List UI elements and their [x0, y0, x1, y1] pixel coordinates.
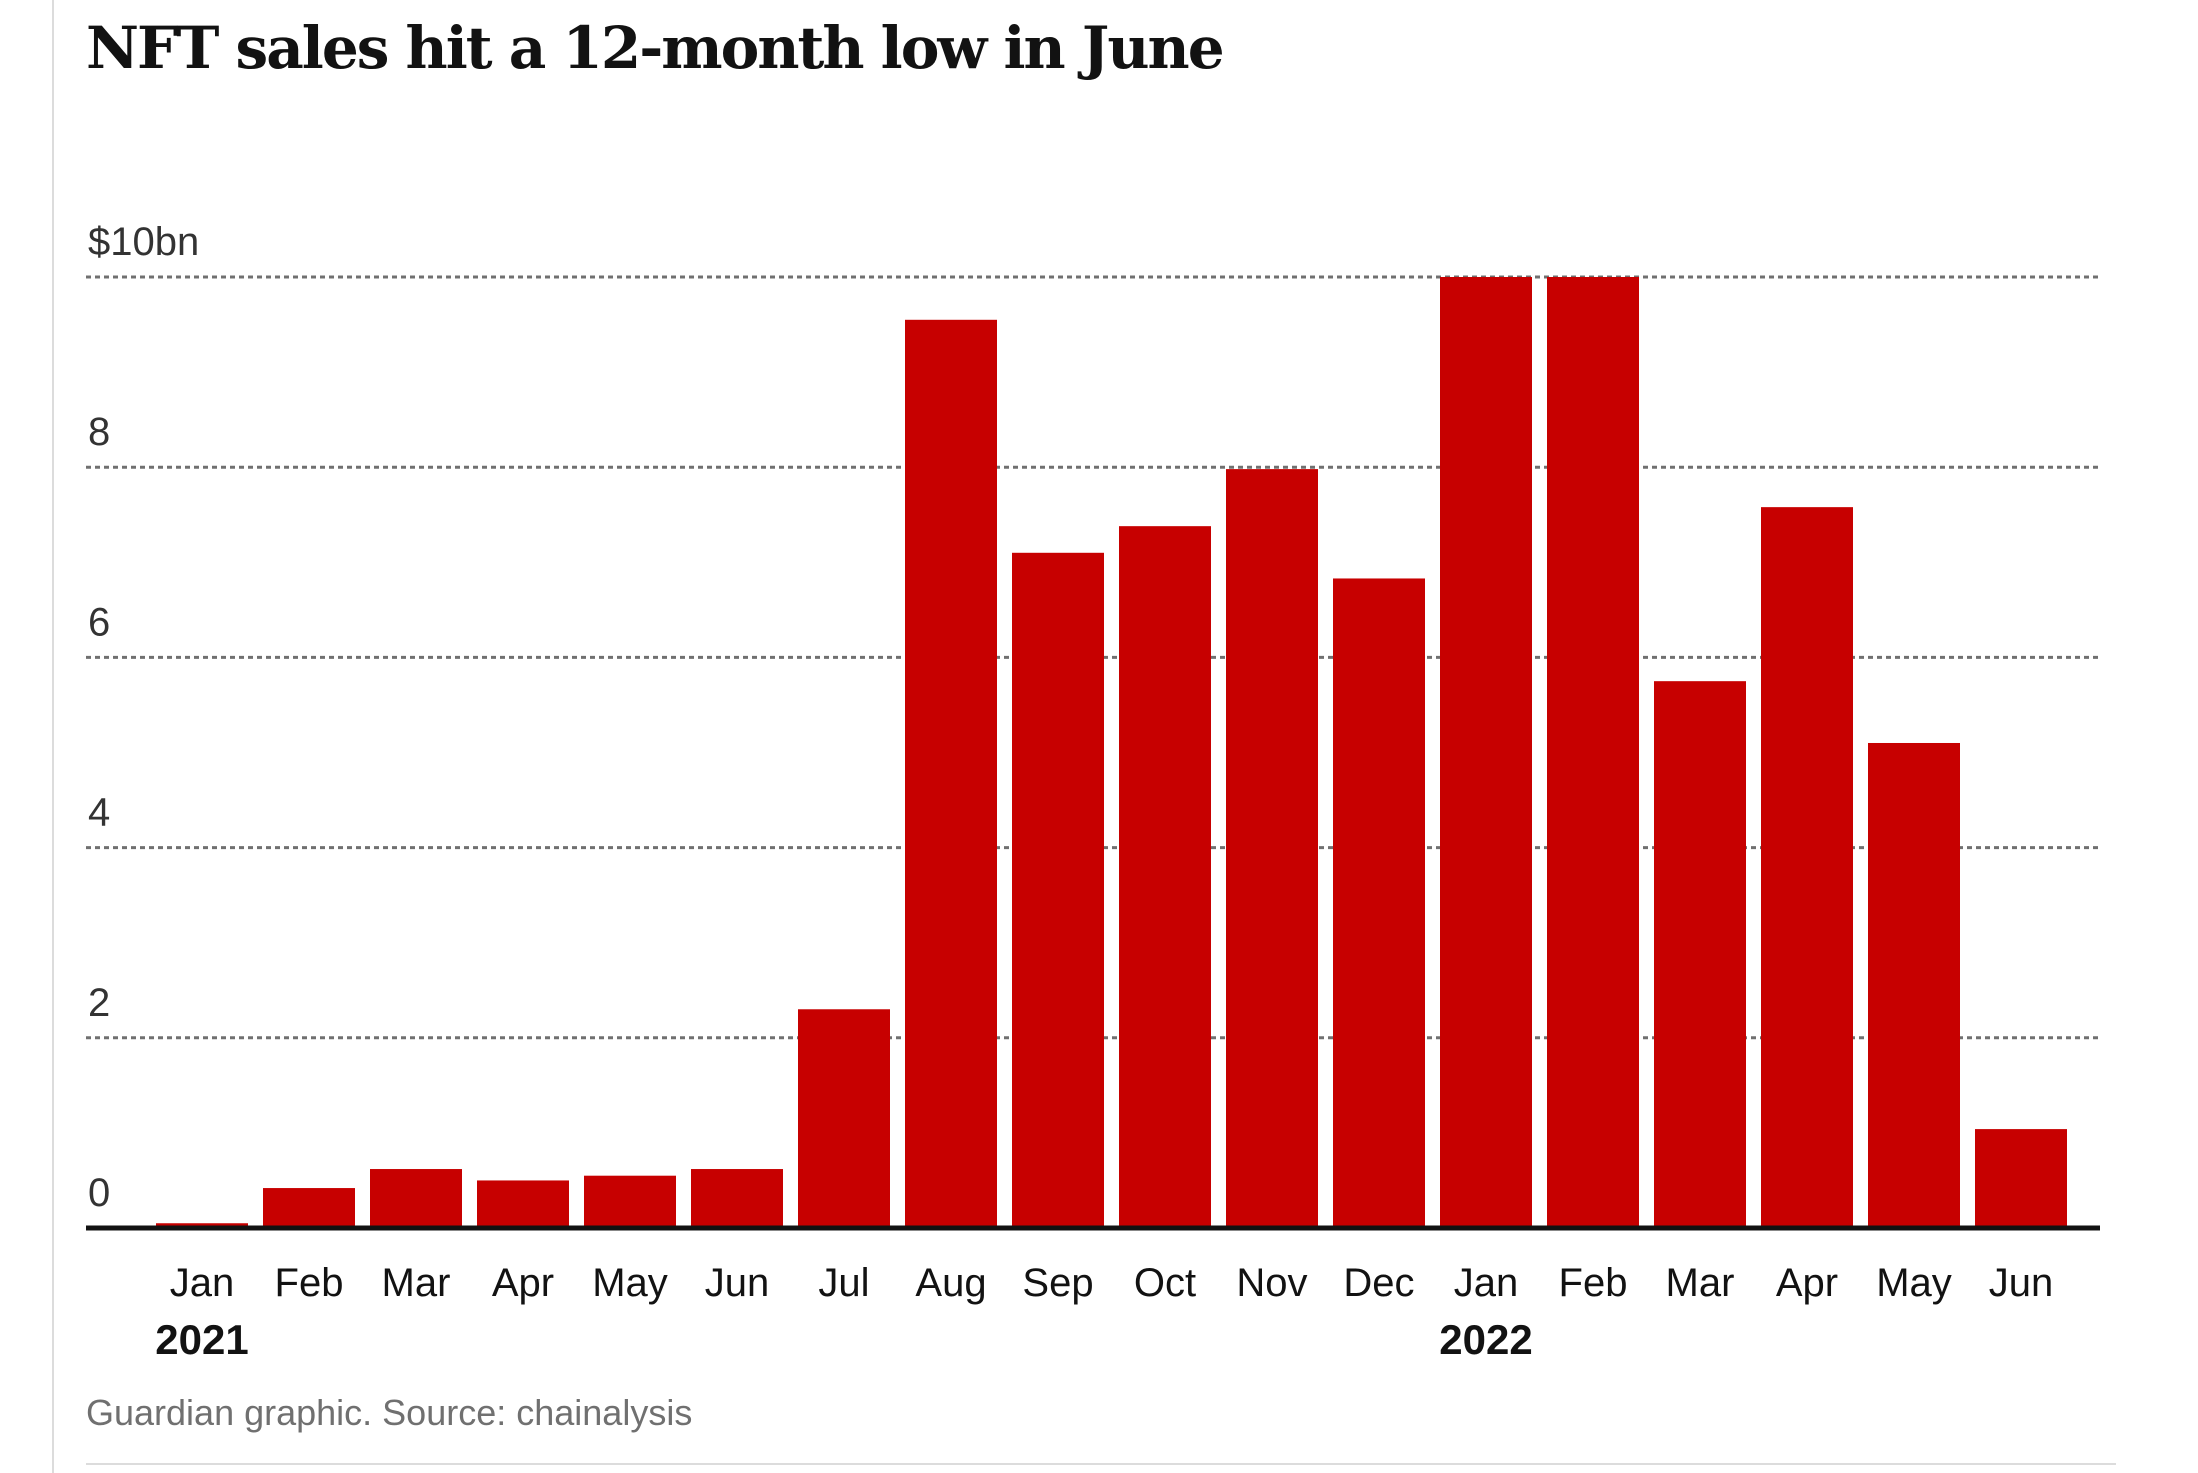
- x-tick-label: Jan: [1454, 1261, 1519, 1305]
- x-tick-label: Apr: [492, 1261, 554, 1305]
- bar: [1547, 277, 1639, 1228]
- chart-title: NFT sales hit a 12-month low in June: [86, 14, 1225, 82]
- y-tick-label: 6: [88, 600, 110, 644]
- y-tick-label: 2: [88, 981, 110, 1025]
- left-border: [52, 0, 54, 1473]
- bar: [1333, 578, 1425, 1228]
- x-tick-label: Jul: [818, 1261, 869, 1305]
- x-tick-label: Feb: [1559, 1261, 1628, 1305]
- year-label: 2022: [1439, 1316, 1532, 1363]
- x-axis-tick-labels: Jan Feb Mar Apr May Jun Jul Aug Sep Oct Nov Dec Jan F…: [170, 1261, 2054, 1305]
- x-tick-label: Aug: [915, 1261, 986, 1305]
- source-note: Guardian graphic. Source: chainalysis: [86, 1392, 693, 1433]
- x-tick-label: Mar: [1666, 1261, 1735, 1305]
- x-tick-label: Mar: [382, 1261, 451, 1305]
- x-tick-label: Oct: [1134, 1261, 1196, 1305]
- y-axis-tick-labels: 0 2 4 6 8 $10bn: [88, 220, 199, 1215]
- x-tick-label: Feb: [275, 1261, 344, 1305]
- bottom-border: [86, 1463, 2116, 1465]
- x-tick-label: May: [1876, 1261, 1952, 1305]
- bars: [156, 277, 2067, 1229]
- bar: [691, 1169, 783, 1228]
- bar: [1440, 277, 1532, 1228]
- bar: [584, 1175, 676, 1228]
- x-tick-label: Nov: [1236, 1261, 1307, 1305]
- y-tick-label: 0: [88, 1171, 110, 1215]
- bar: [1868, 742, 1960, 1228]
- bar: [1654, 681, 1746, 1228]
- x-tick-label: Apr: [1776, 1261, 1838, 1305]
- x-tick-label: Jun: [1989, 1261, 2054, 1305]
- year-label: 2021: [155, 1316, 248, 1363]
- y-tick-label: $10bn: [88, 220, 199, 264]
- x-tick-label: Jun: [705, 1261, 770, 1305]
- bar: [905, 319, 997, 1228]
- y-tick-label: 4: [88, 791, 110, 835]
- bar: [1975, 1129, 2067, 1228]
- x-tick-label: May: [592, 1261, 668, 1305]
- bar: [1012, 552, 1104, 1228]
- bar: [1761, 507, 1853, 1229]
- bar: [1226, 469, 1318, 1228]
- x-tick-label: Sep: [1022, 1261, 1093, 1305]
- bar: [477, 1180, 569, 1228]
- x-tick-label: Jan: [170, 1261, 235, 1305]
- x-tick-label: Dec: [1343, 1261, 1414, 1305]
- bar: [798, 1009, 890, 1228]
- y-tick-label: 8: [88, 410, 110, 454]
- bar: [263, 1188, 355, 1228]
- bar: [1119, 526, 1211, 1228]
- bar: [370, 1169, 462, 1228]
- year-labels: 2021 2022: [155, 1316, 1532, 1363]
